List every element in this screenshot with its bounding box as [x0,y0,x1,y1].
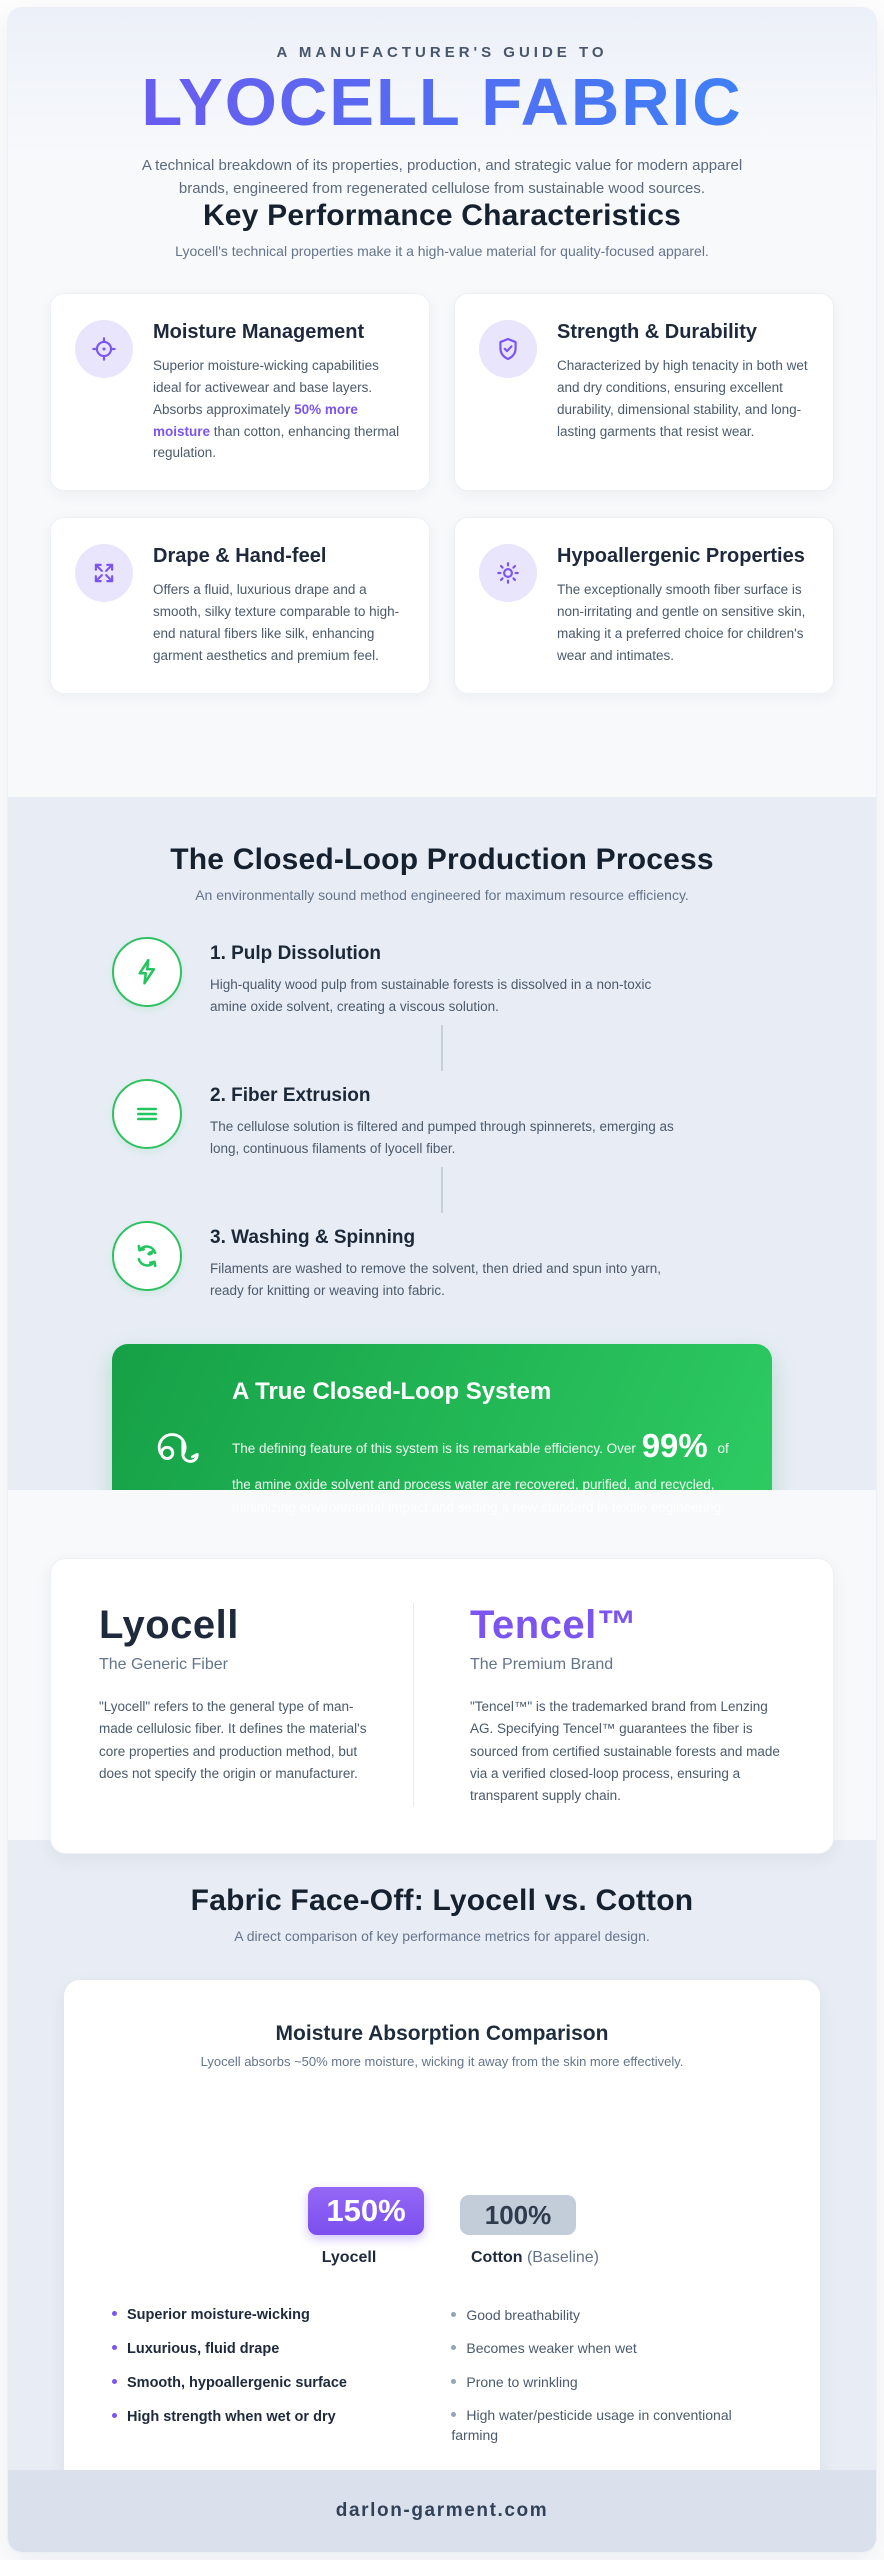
moisture-highlight: 50% more moisture [153,401,358,439]
card-title: Drape & Hand-feel [153,545,327,568]
list-item: Prone to wrinkling [451,2372,772,2392]
lyocell-subheading: The Generic Fiber [99,1656,228,1673]
callout-title: A True Closed-Loop System [232,1377,552,1405]
solvent-recovery-stat: 99% [641,1426,708,1464]
card-body: Characterized by high tenacity in both w… [557,358,808,439]
footer-site-name: darlon-garment.com [335,2500,549,2521]
list-item: Becomes weaker when wet [451,2338,772,2358]
list-item: Smooth, hypoallergenic surface [112,2373,417,2394]
card-title: Strength & Durability [557,321,758,343]
comparison-bars: 150% 100% [110,2077,774,2235]
comparison-points: Superior moisture-wicking Luxurious, flu… [110,2305,774,2458]
step-washing-spinning: 3. Washing & Spinning Filaments are wash… [112,1221,772,1301]
tencel-description: "Tencel™" is the trademarked brand from … [470,1699,780,1804]
step-body: High-quality wood pulp from sustainable … [210,977,652,1014]
bullet-dot [112,2379,117,2385]
lyocell-bar-label: Lyocell [321,2249,377,2266]
lyocell-heading: Lyocell [99,1603,239,1647]
chart-title: Moisture Absorption Comparison [275,2022,609,2045]
bullet-dot [112,2413,117,2419]
lyocell-column: Lyocell The Generic Fiber "Lyocell" refe… [99,1603,414,1808]
cotton-bar-label: Cotton (Baseline) [470,2249,599,2266]
bullet-dot [112,2311,117,2316]
list-item: High strength when wet or dry [112,2407,417,2428]
bullet-dot [451,2312,457,2317]
expand-arrows-icon [75,544,133,603]
tencel-subheading: The Premium Brand [470,1656,614,1673]
hero-subtitle: A technical breakdown of its properties,… [141,157,743,198]
step-fiber-extrusion: 2. Fiber Extrusion The cellulose solutio… [112,1079,772,1159]
step-connector [441,1025,443,1072]
card-body: Superior moisture-wicking capabilities i… [153,358,400,461]
lyocell-description: "Lyocell" refers to the general type of … [99,1699,367,1781]
step-body: The cellulose solution is filtered and p… [210,1119,674,1156]
bullet-dot [112,2345,117,2351]
recycle-leaf-icon [112,1221,182,1292]
brands-section: Lyocell The Generic Fiber "Lyocell" refe… [8,1490,876,1855]
characteristics-section: Key Performance Characteristics Lyocell'… [8,155,876,797]
card-title: Hypoallergenic Properties [557,545,805,568]
characteristics-subtitle: Lyocell's technical properties make it a… [175,243,709,259]
hero-section: A MANUFACTURER'S GUIDE TO LYOCELL FABRIC… [8,8,876,197]
cotton-bar: 100% [460,2195,576,2235]
step-connector [441,1167,443,1214]
cotton-points-list: Good breathability Becomes weaker when w… [451,2305,772,2458]
card-body: Offers a fluid, luxurious drape and a sm… [153,582,400,663]
list-item: Superior moisture-wicking [112,2305,417,2326]
infographic-page: A MANUFACTURER'S GUIDE TO LYOCELL FABRIC… [8,8,876,2552]
card-moisture-management: Moisture Management Superior moisture-wi… [50,293,430,492]
bullet-dot [451,2411,457,2417]
filter-lines-icon [112,1079,182,1150]
step-body: Filaments are washed to remove the solve… [210,1261,662,1298]
footer: darlon-garment.com [8,2470,876,2552]
shield-check-icon [479,320,537,378]
zap-icon [112,937,182,1007]
bullet-dot [451,2345,457,2351]
tencel-column: Tencel™ The Premium Brand "Tencel™" is t… [470,1603,785,1807]
bar-labels: Lyocell Cotton (Baseline) [110,2249,774,2267]
process-title: The Closed-Loop Production Process [170,843,714,876]
callout-body: The defining feature of this system is i… [232,1426,729,1515]
faceoff-title: Fabric Face-Off: Lyocell vs. Cotton [190,1884,694,1917]
list-item: Good breathability [451,2305,772,2325]
characteristics-title: Key Performance Characteristics [202,199,682,232]
tencel-heading: Tencel™ [470,1603,638,1647]
faceoff-subtitle: A direct comparison of key performance m… [234,1928,650,1944]
chart-subtitle: Lyocell absorbs ~50% more moisture, wick… [200,2054,684,2069]
card-body: The exceptionally smooth fiber surface i… [557,582,806,663]
brand-comparison-card: Lyocell The Generic Fiber "Lyocell" refe… [50,1558,834,1855]
characteristics-card-grid: Moisture Management Superior moisture-wi… [50,293,834,694]
card-drape-handfeel: Drape & Hand-feel Offers a fluid, luxuri… [50,517,430,694]
list-item: High water/pesticide usage in convention… [451,2406,732,2444]
snail-loop-icon [148,1422,202,1476]
lyocell-bar: 150% [308,2187,424,2235]
bullet-dot [451,2378,457,2384]
moisture-chart-card: Moisture Absorption Comparison Lyocell a… [64,1980,820,2505]
process-steps: 1. Pulp Dissolution High-quality wood pu… [112,937,772,1302]
card-title: Moisture Management [153,321,365,343]
card-hypoallergenic: Hypoallergenic Properties The exceptiona… [454,517,834,694]
step-title: 2. Fiber Extrusion [210,1085,371,1107]
page-title: LYOCELL FABRIC [8,69,876,136]
lyocell-points-list: Superior moisture-wicking Luxurious, flu… [112,2305,417,2458]
step-pulp-dissolution: 1. Pulp Dissolution High-quality wood pu… [112,937,772,1017]
hero-eyebrow: A MANUFACTURER'S GUIDE TO [276,44,608,61]
process-subtitle: An environmentally sound method engineer… [195,887,689,903]
step-title: 3. Washing & Spinning [210,1227,416,1249]
process-section: The Closed-Loop Production Process An en… [8,797,876,1554]
sun-icon [479,544,537,603]
card-strength-durability: Strength & Durability Characterized by h… [454,293,834,492]
step-title: 1. Pulp Dissolution [210,943,382,964]
crosshair-icon [75,320,133,378]
list-item: Luxurious, fluid drape [112,2339,417,2360]
faceoff-section: Fabric Face-Off: Lyocell vs. Cotton A di… [8,1840,876,2505]
